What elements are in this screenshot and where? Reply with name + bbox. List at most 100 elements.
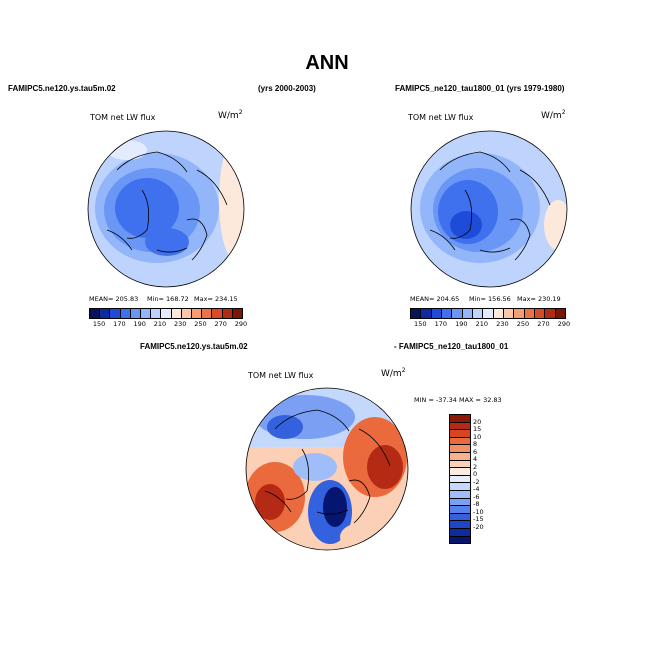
colorbar-swatch [555, 309, 565, 318]
colorbar-swatch [450, 475, 470, 484]
right-case-name: FAMIPC5_ne120_tau1800_01 (yrs 1979-1980) [395, 84, 565, 93]
colorbar-tick-label: 4 [473, 455, 478, 464]
colorbar-swatch [534, 309, 546, 318]
right-mean: MEAN= 204.65 [410, 295, 460, 303]
colorbar-swatch [232, 309, 243, 318]
colorbar-swatch [450, 452, 470, 461]
diff-minmax: MIN = -37.34 MAX = 32.83 [414, 396, 502, 404]
colorbar-tick-label: 170 [434, 320, 448, 328]
colorbar-swatch [545, 309, 556, 318]
colorbar-swatch [411, 309, 422, 318]
colorbar-swatch [431, 309, 442, 318]
colorbar-swatch [450, 528, 470, 537]
colorbar-swatch [462, 309, 473, 318]
colorbar-swatch [130, 309, 142, 318]
colorbar-tick-label: 210 [475, 320, 489, 328]
colorbar-tick-label: 290 [557, 320, 571, 328]
left-variable: TOM net LW flux [90, 113, 156, 122]
colorbar-tick-label: 150 [414, 320, 427, 328]
colorbar-tick-label: -10 [473, 507, 484, 516]
colorbar-tick-label: 190 [133, 320, 146, 328]
colorbar-tick-label: 250 [194, 320, 207, 328]
colorbar-swatch [452, 309, 463, 318]
colorbar-swatch [161, 309, 172, 318]
colorbar-swatch [222, 309, 233, 318]
colorbar-swatch [212, 309, 223, 318]
colorbar-swatch [450, 536, 470, 544]
colorbar-swatch [450, 445, 470, 453]
colorbar-tick-label: -6 [473, 492, 480, 501]
colorbar-swatch [450, 437, 470, 446]
colorbar-tick-label: 230 [173, 320, 187, 328]
colorbar-tick-label: -20 [473, 522, 484, 531]
colorbar-tick-label: -2 [473, 477, 480, 486]
page-title: ANN [305, 52, 349, 74]
diff-variable: TOM net LW flux [248, 371, 314, 380]
colorbar-tick-label: 20 [473, 417, 482, 426]
colorbar-tick-label: 15 [473, 425, 482, 434]
colorbar-swatch [450, 422, 470, 431]
colorbar-tick-label: 8 [473, 440, 478, 449]
colorbar-swatch [450, 490, 470, 499]
right-colorbar [410, 308, 566, 319]
colorbar-swatch [450, 498, 470, 507]
left-polar-map [87, 130, 245, 288]
colorbar-tick-label: -8 [473, 500, 480, 509]
colorbar-tick-label: 170 [113, 320, 126, 328]
colorbar-swatch [472, 309, 484, 318]
colorbar-swatch [181, 309, 193, 318]
diff-units: W/m2 [381, 367, 406, 379]
colorbar-swatch [421, 309, 432, 318]
left-max: Max= 234.15 [194, 295, 238, 303]
diff-case-a: FAMIPC5.ne120.ys.tau5m.02 [140, 342, 248, 351]
colorbar-swatch [120, 309, 131, 318]
colorbar-tick-label: 250 [516, 320, 530, 328]
right-max: Max= 230.19 [517, 295, 561, 303]
colorbar-swatch [110, 309, 121, 318]
colorbar-swatch [450, 506, 470, 514]
colorbar-swatch [90, 309, 101, 318]
colorbar-swatch [441, 309, 453, 318]
colorbar-swatch [450, 483, 470, 491]
colorbar-swatch [141, 309, 152, 318]
colorbar-tick-label: 270 [537, 320, 550, 328]
right-units: W/m2 [541, 109, 566, 121]
colorbar-tick-label: 270 [214, 320, 227, 328]
right-variable: TOM net LW flux [408, 113, 474, 122]
colorbar-tick-label: 10 [473, 432, 482, 441]
colorbar-swatch [171, 309, 182, 318]
colorbar-tick-label: 290 [234, 320, 248, 328]
colorbar-swatch [151, 309, 162, 318]
right-polar-map [410, 130, 568, 288]
left-colorbar [89, 308, 243, 319]
diff-colorbar [449, 414, 471, 544]
colorbar-tick-label: 2 [473, 462, 478, 471]
colorbar-swatch [483, 309, 494, 318]
colorbar-tick-label: 190 [455, 320, 468, 328]
colorbar-tick-label: 150 [92, 320, 106, 328]
colorbar-swatch [514, 309, 525, 318]
colorbar-tick-label: -15 [473, 515, 484, 524]
left-mean: MEAN= 205.83 [89, 295, 139, 303]
colorbar-swatch [100, 309, 111, 318]
left-units: W/m2 [218, 109, 243, 121]
diff-polar-map [245, 387, 409, 551]
colorbar-swatch [493, 309, 504, 318]
colorbar-swatch [450, 521, 470, 529]
colorbar-swatch [503, 309, 515, 318]
left-case-name: FAMIPC5.ne120.ys.tau5m.02 [8, 84, 116, 93]
colorbar-swatch [450, 460, 470, 469]
diff-case-b: - FAMIPC5_ne120_tau1800_01 [394, 342, 509, 351]
colorbar-tick-label: 210 [153, 320, 167, 328]
colorbar-swatch [524, 309, 535, 318]
left-min: Min= 168.72 [147, 295, 189, 303]
colorbar-swatch [202, 309, 213, 318]
colorbar-tick-label: 0 [473, 470, 478, 479]
right-min: Min= 156.56 [469, 295, 511, 303]
colorbar-swatch [450, 468, 470, 476]
colorbar-tick-label: -4 [473, 485, 480, 494]
colorbar-swatch [450, 415, 470, 423]
colorbar-swatch [450, 513, 470, 522]
colorbar-swatch [192, 309, 203, 318]
colorbar-tick-label: 230 [496, 320, 509, 328]
